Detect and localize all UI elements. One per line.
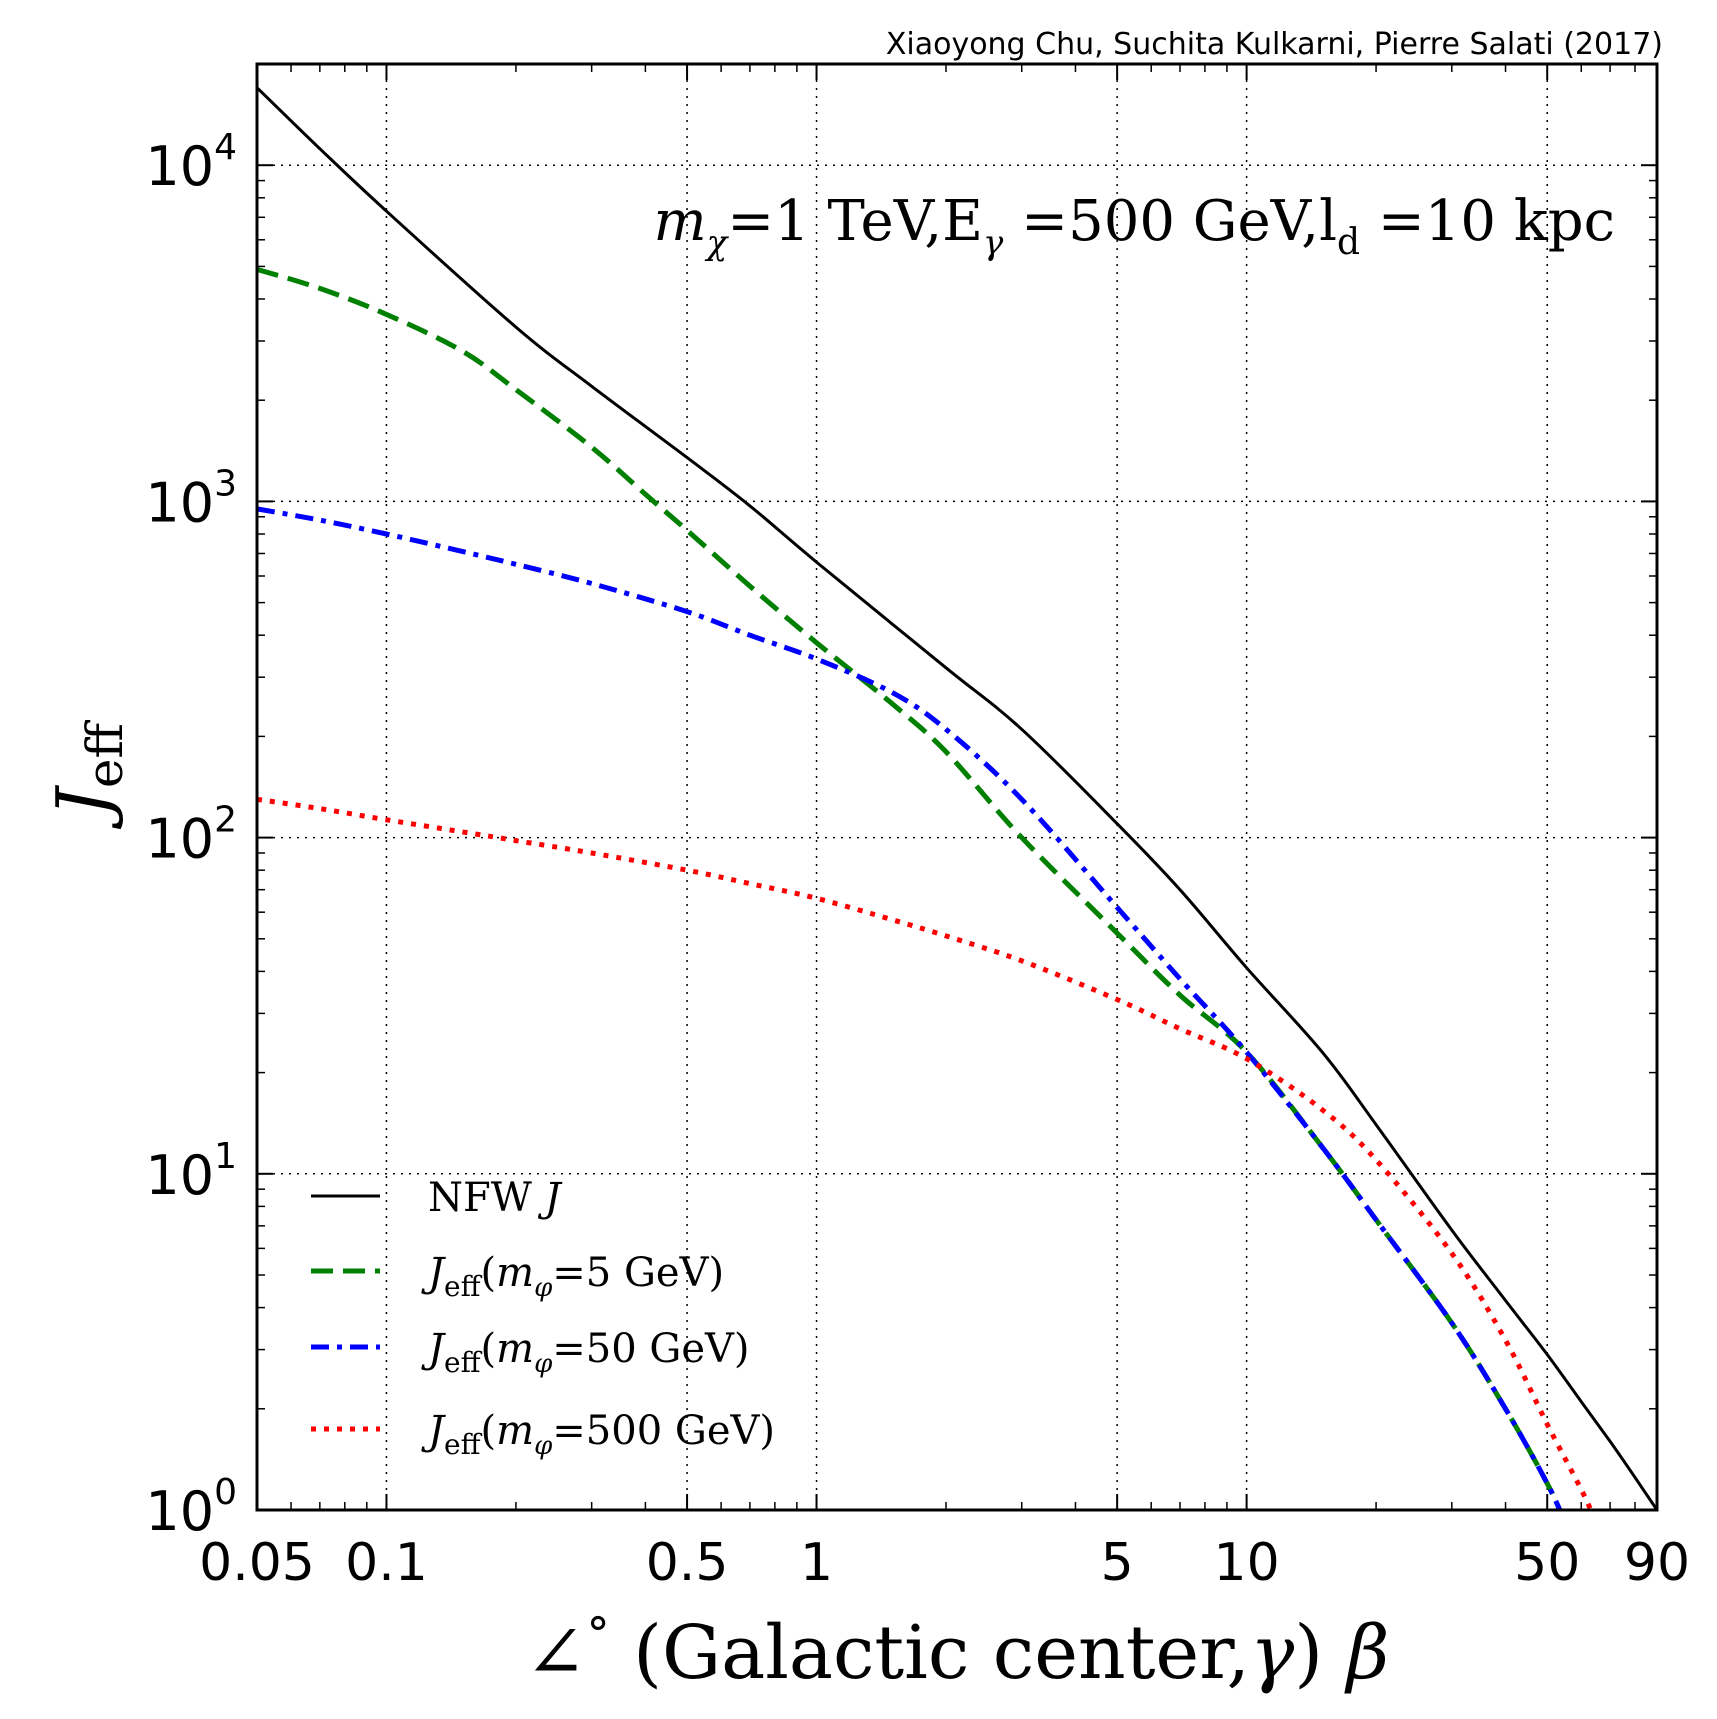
x-axis-label: ∠° (Galactic center,γ) β bbox=[525, 1607, 1390, 1696]
x-tick-labels: 0.05 0.1 0.5 1 5 10 50 90 bbox=[199, 1533, 1690, 1593]
x-tick-label: 90 bbox=[1624, 1533, 1690, 1593]
y-tick-labels: 100 101 102 103 104 bbox=[145, 127, 237, 1543]
annotation-text: mχ=1 TeV,Eγ =500 GeV,ld =10 kpc bbox=[653, 189, 1615, 263]
y-tick-label: 100 bbox=[145, 1472, 237, 1543]
y-tick-label: 102 bbox=[145, 800, 237, 871]
x-tick-label: 0.5 bbox=[646, 1533, 729, 1593]
legend-label-j50: Jeff(mφ=50 GeV) bbox=[421, 1326, 750, 1379]
x-tick-label: 0.1 bbox=[345, 1533, 428, 1593]
series-lines bbox=[257, 86, 1657, 1510]
series-line-j500 bbox=[257, 796, 1594, 1510]
x-tick-label: 0.05 bbox=[199, 1533, 315, 1593]
credit-text: Xiaoyong Chu, Suchita Kulkarni, Pierre S… bbox=[886, 27, 1663, 62]
series-line-nfw bbox=[257, 86, 1657, 1510]
y-tick-label: 104 bbox=[145, 127, 237, 198]
x-tick-label: 1 bbox=[800, 1533, 833, 1593]
legend-label-j500: Jeff(mφ=500 GeV) bbox=[421, 1408, 775, 1461]
plot-frame bbox=[255, 62, 1659, 1512]
x-tick-label: 10 bbox=[1214, 1533, 1280, 1593]
y-tick-label: 101 bbox=[145, 1136, 237, 1207]
y-tick-label: 103 bbox=[145, 463, 237, 534]
x-tick-label: 5 bbox=[1101, 1533, 1134, 1593]
legend: NFW J Jeff(mφ=5 GeV) Jeff(mφ=50 GeV) Jef… bbox=[311, 1175, 775, 1461]
x-tick-label: 50 bbox=[1514, 1533, 1580, 1593]
legend-label-j5: Jeff(mφ=5 GeV) bbox=[421, 1250, 724, 1303]
series-line-j50 bbox=[257, 506, 1563, 1510]
legend-label-nfw: NFW J bbox=[428, 1175, 563, 1221]
